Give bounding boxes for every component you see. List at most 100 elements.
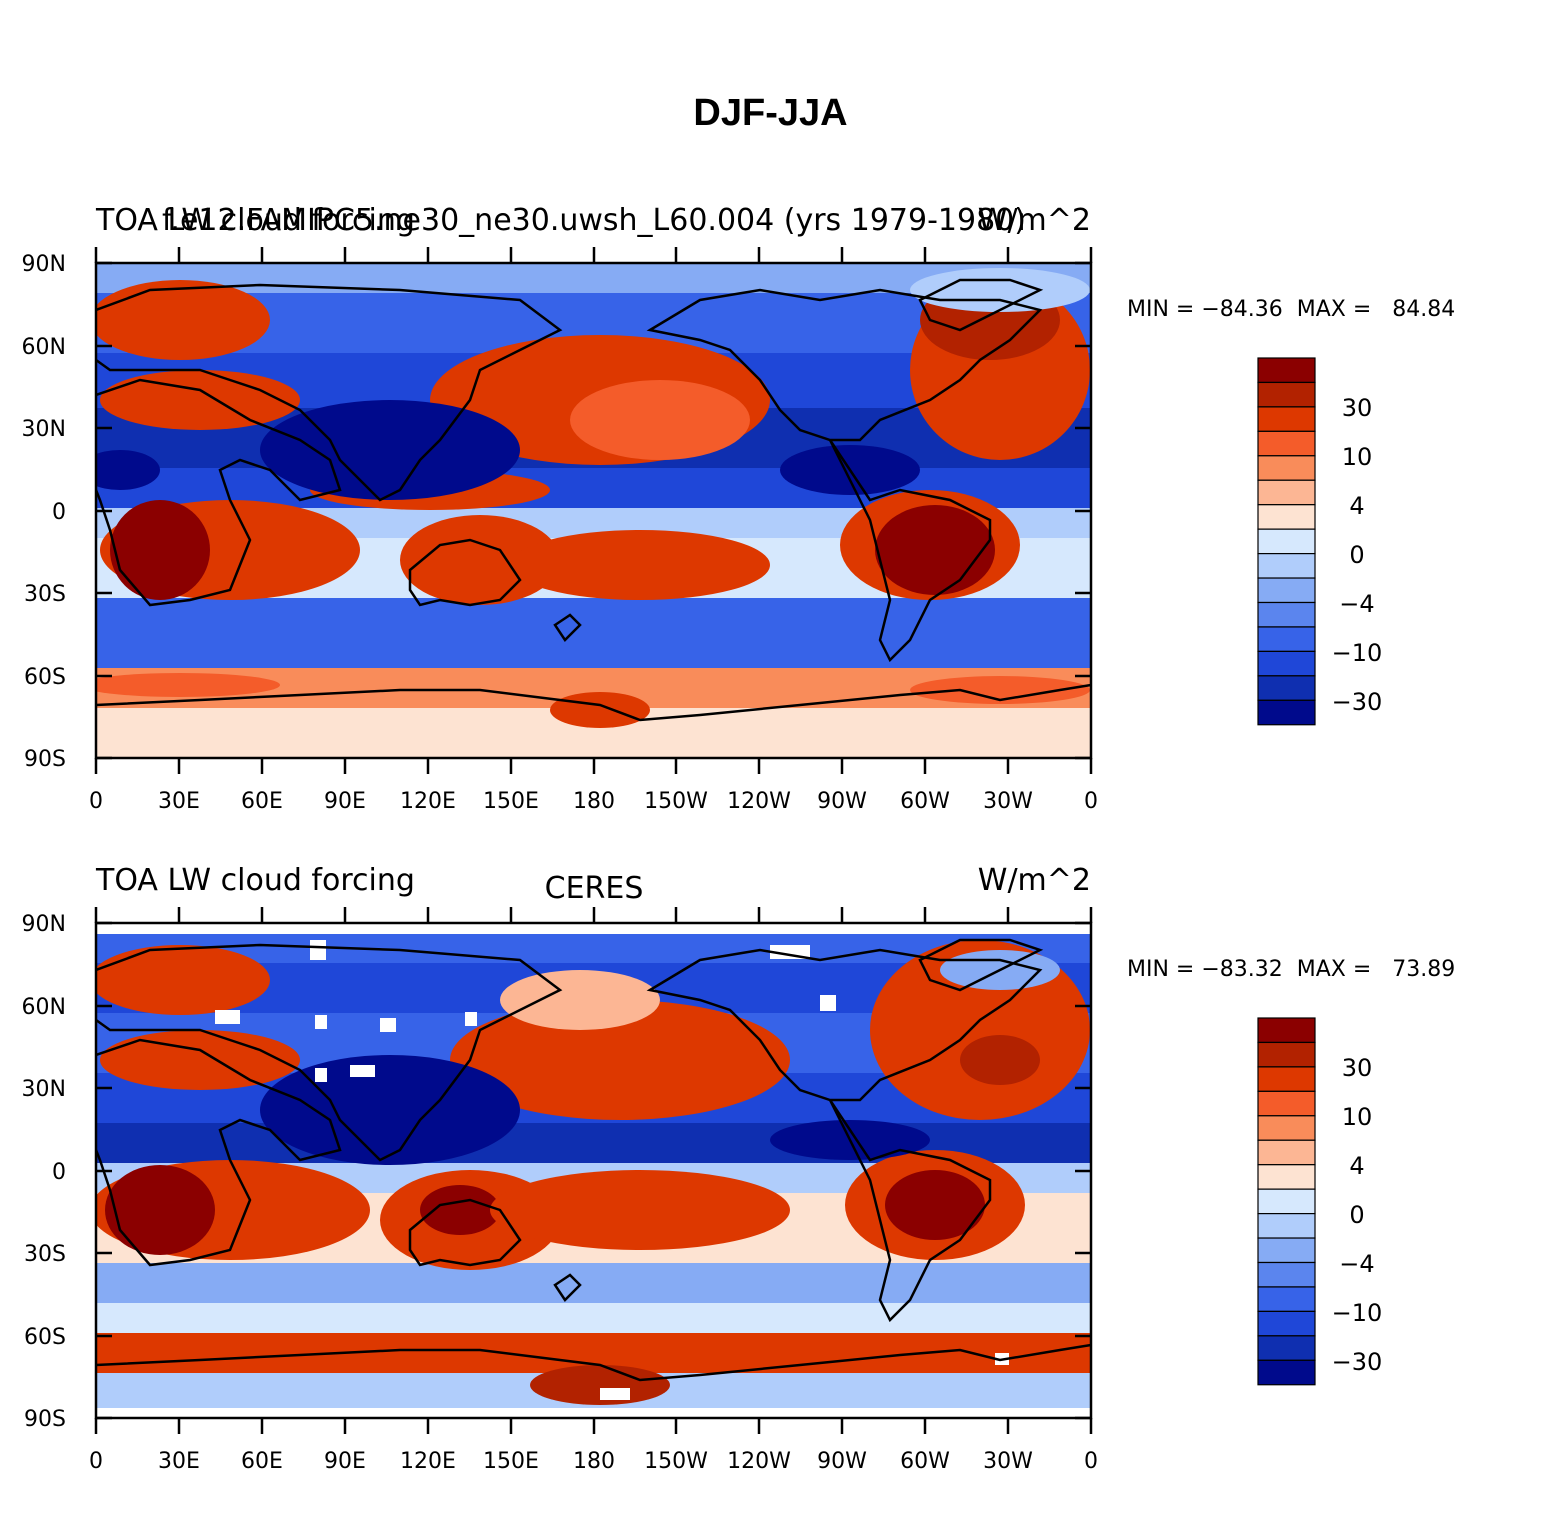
panel-top-ylabel: 30S <box>24 582 66 607</box>
panel-top-ylabel: 30N <box>22 417 66 442</box>
colorbar-label: 10 <box>1342 1103 1373 1131</box>
panel-bottom-ylabel: 60S <box>24 1325 66 1350</box>
colorbar-label: 0 <box>1349 541 1364 569</box>
panel-top-xlabel: 90W <box>817 789 867 814</box>
colorbar-swatch <box>1257 552 1316 579</box>
colorbar-swatch <box>1257 1310 1316 1337</box>
panel-top-units: W/m^2 <box>978 203 1091 238</box>
colorbar-swatch <box>1257 1188 1316 1215</box>
colorbar-swatch <box>1257 1261 1316 1288</box>
panel-bottom-yticks <box>96 921 1091 1420</box>
colorbar-swatch <box>1257 675 1316 701</box>
panel-top-coastlines <box>96 278 1091 722</box>
colorbar-swatch <box>1257 626 1316 653</box>
panel-bottom-left-title: TOA LW cloud forcing <box>95 863 415 898</box>
panel-bottom-xlabel: 120E <box>400 1449 456 1474</box>
colorbar-swatch <box>1257 479 1316 506</box>
colorbar-swatch <box>1257 1041 1316 1068</box>
panel-bottom-xticks <box>94 907 1093 1434</box>
colorbar-swatch <box>1257 455 1316 481</box>
colorbar-label: −30 <box>1332 1348 1383 1376</box>
panel-top-ylabel: 60S <box>24 665 66 690</box>
colorbar-swatch <box>1257 1212 1316 1239</box>
panel-bottom: TOA LW cloud forcing CERES W/m^2 <box>22 863 1456 1474</box>
colorbar-swatch <box>1257 601 1316 628</box>
panel-top-left-title: TOA LW cloud forcing <box>95 203 415 238</box>
colorbar-swatch <box>1257 1286 1316 1312</box>
colorbar-label: −4 <box>1339 590 1374 618</box>
panel-bottom-center-title: CERES <box>545 871 644 906</box>
panel-bottom-xlabel: 150E <box>483 1449 539 1474</box>
panel-top-ylabel: 60N <box>22 335 66 360</box>
panel-top-xticks <box>94 247 1093 774</box>
panel-bottom-xlabel: 30E <box>158 1449 200 1474</box>
colorbar-swatch <box>1257 1090 1316 1117</box>
panel-top-yticks <box>96 261 1091 760</box>
panel-top-xlabel: 60E <box>241 789 283 814</box>
panel-bottom-ylabel: 60N <box>22 995 66 1020</box>
colorbar-label: 0 <box>1349 1201 1364 1229</box>
colorbar-swatch <box>1257 1164 1316 1190</box>
panel-bottom-xlabel: 120W <box>727 1449 791 1474</box>
panel-bottom-xlabel: 0 <box>1084 1449 1098 1474</box>
panel-bottom-minmax: MIN = −83.32 MAX = 73.89 <box>1127 957 1455 982</box>
panel-bottom-colorbar-labels: 30 10 4 0 −4 −10 −30 <box>1332 1054 1383 1376</box>
panel-top-xlabel: 150W <box>644 789 708 814</box>
colorbar-swatch <box>1257 1017 1316 1044</box>
panel-bottom-xlabel: 30W <box>983 1449 1033 1474</box>
colorbar-label: −10 <box>1332 639 1383 667</box>
panel-top-xlabel: 0 <box>89 789 103 814</box>
figure-title: DJF-JJA <box>693 92 848 134</box>
panel-bottom-ylabel: 30S <box>24 1242 66 1267</box>
panel-top-ylabels: 90N 60N 30N 0 30S 60S 90S <box>22 252 66 772</box>
colorbar-swatch <box>1257 699 1316 726</box>
panel-bottom-ylabel: 90S <box>24 1407 66 1432</box>
panel-bottom-ylabel: 30N <box>22 1077 66 1102</box>
colorbar-label: 4 <box>1349 1152 1364 1180</box>
colorbar-swatch <box>1257 1335 1316 1361</box>
panel-top-xlabel: 180 <box>573 789 615 814</box>
colorbar-label: 30 <box>1342 1054 1373 1082</box>
panel-bottom-xlabel: 90W <box>817 1449 867 1474</box>
colorbar-swatch <box>1257 381 1316 408</box>
panel-top-xlabels: 0 30E 60E 90E 120E 150E 180 150W 120W 90… <box>89 789 1098 814</box>
colorbar-label: −4 <box>1339 1250 1374 1278</box>
panel-top-xlabel: 30E <box>158 789 200 814</box>
colorbar-label: −30 <box>1332 688 1383 716</box>
panel-top-xlabel: 150E <box>483 789 539 814</box>
colorbar-swatch <box>1257 1066 1316 1092</box>
panel-bottom-colorbar <box>1257 1017 1316 1386</box>
panel-bottom-xlabel: 150W <box>644 1449 708 1474</box>
colorbar-swatch <box>1257 577 1316 604</box>
colorbar-swatch <box>1257 650 1316 677</box>
panel-top-map <box>96 263 1091 758</box>
panel-top-xlabel: 120W <box>727 789 791 814</box>
panel-top-colorbar <box>1257 357 1316 726</box>
colorbar-swatch <box>1257 1115 1316 1141</box>
panel-top-minmax: MIN = −84.36 MAX = 84.84 <box>1127 297 1455 322</box>
panel-bottom-ylabels: 90N 60N 30N 0 30S 60S 90S <box>22 912 66 1432</box>
panel-top-colorbar-labels: 30 10 4 0 −4 −10 −30 <box>1332 394 1383 716</box>
colorbar-label: −10 <box>1332 1299 1383 1327</box>
colorbar-swatch <box>1257 504 1316 530</box>
panel-top-xlabel: 60W <box>900 789 950 814</box>
panel-top-xlabel: 120E <box>400 789 456 814</box>
panel-top-xlabel: 30W <box>983 789 1033 814</box>
panel-bottom-units: W/m^2 <box>978 863 1091 898</box>
panel-bottom-xlabel: 180 <box>573 1449 615 1474</box>
panel-top-xlabel: 90E <box>324 789 366 814</box>
panel-bottom-xlabel: 60E <box>241 1449 283 1474</box>
panel-bottom-ylabel: 0 <box>52 1160 66 1185</box>
panel-bottom-xlabel: 90E <box>324 1449 366 1474</box>
panel-bottom-map <box>96 923 1091 1418</box>
panel-bottom-coastlines <box>96 938 1091 1382</box>
colorbar-swatch <box>1257 1359 1316 1386</box>
colorbar-label: 4 <box>1349 492 1364 520</box>
panel-top-ylabel: 90S <box>24 747 66 772</box>
panel-top-ylabel: 90N <box>22 252 66 277</box>
panel-top-xlabel: 0 <box>1084 789 1098 814</box>
colorbar-swatch <box>1257 430 1316 457</box>
colorbar-label: 30 <box>1342 394 1373 422</box>
colorbar-swatch <box>1257 1237 1316 1264</box>
panel-top: TOA LW cloud forcing f.e12.FAMIPC5.ne30_… <box>22 203 1456 814</box>
